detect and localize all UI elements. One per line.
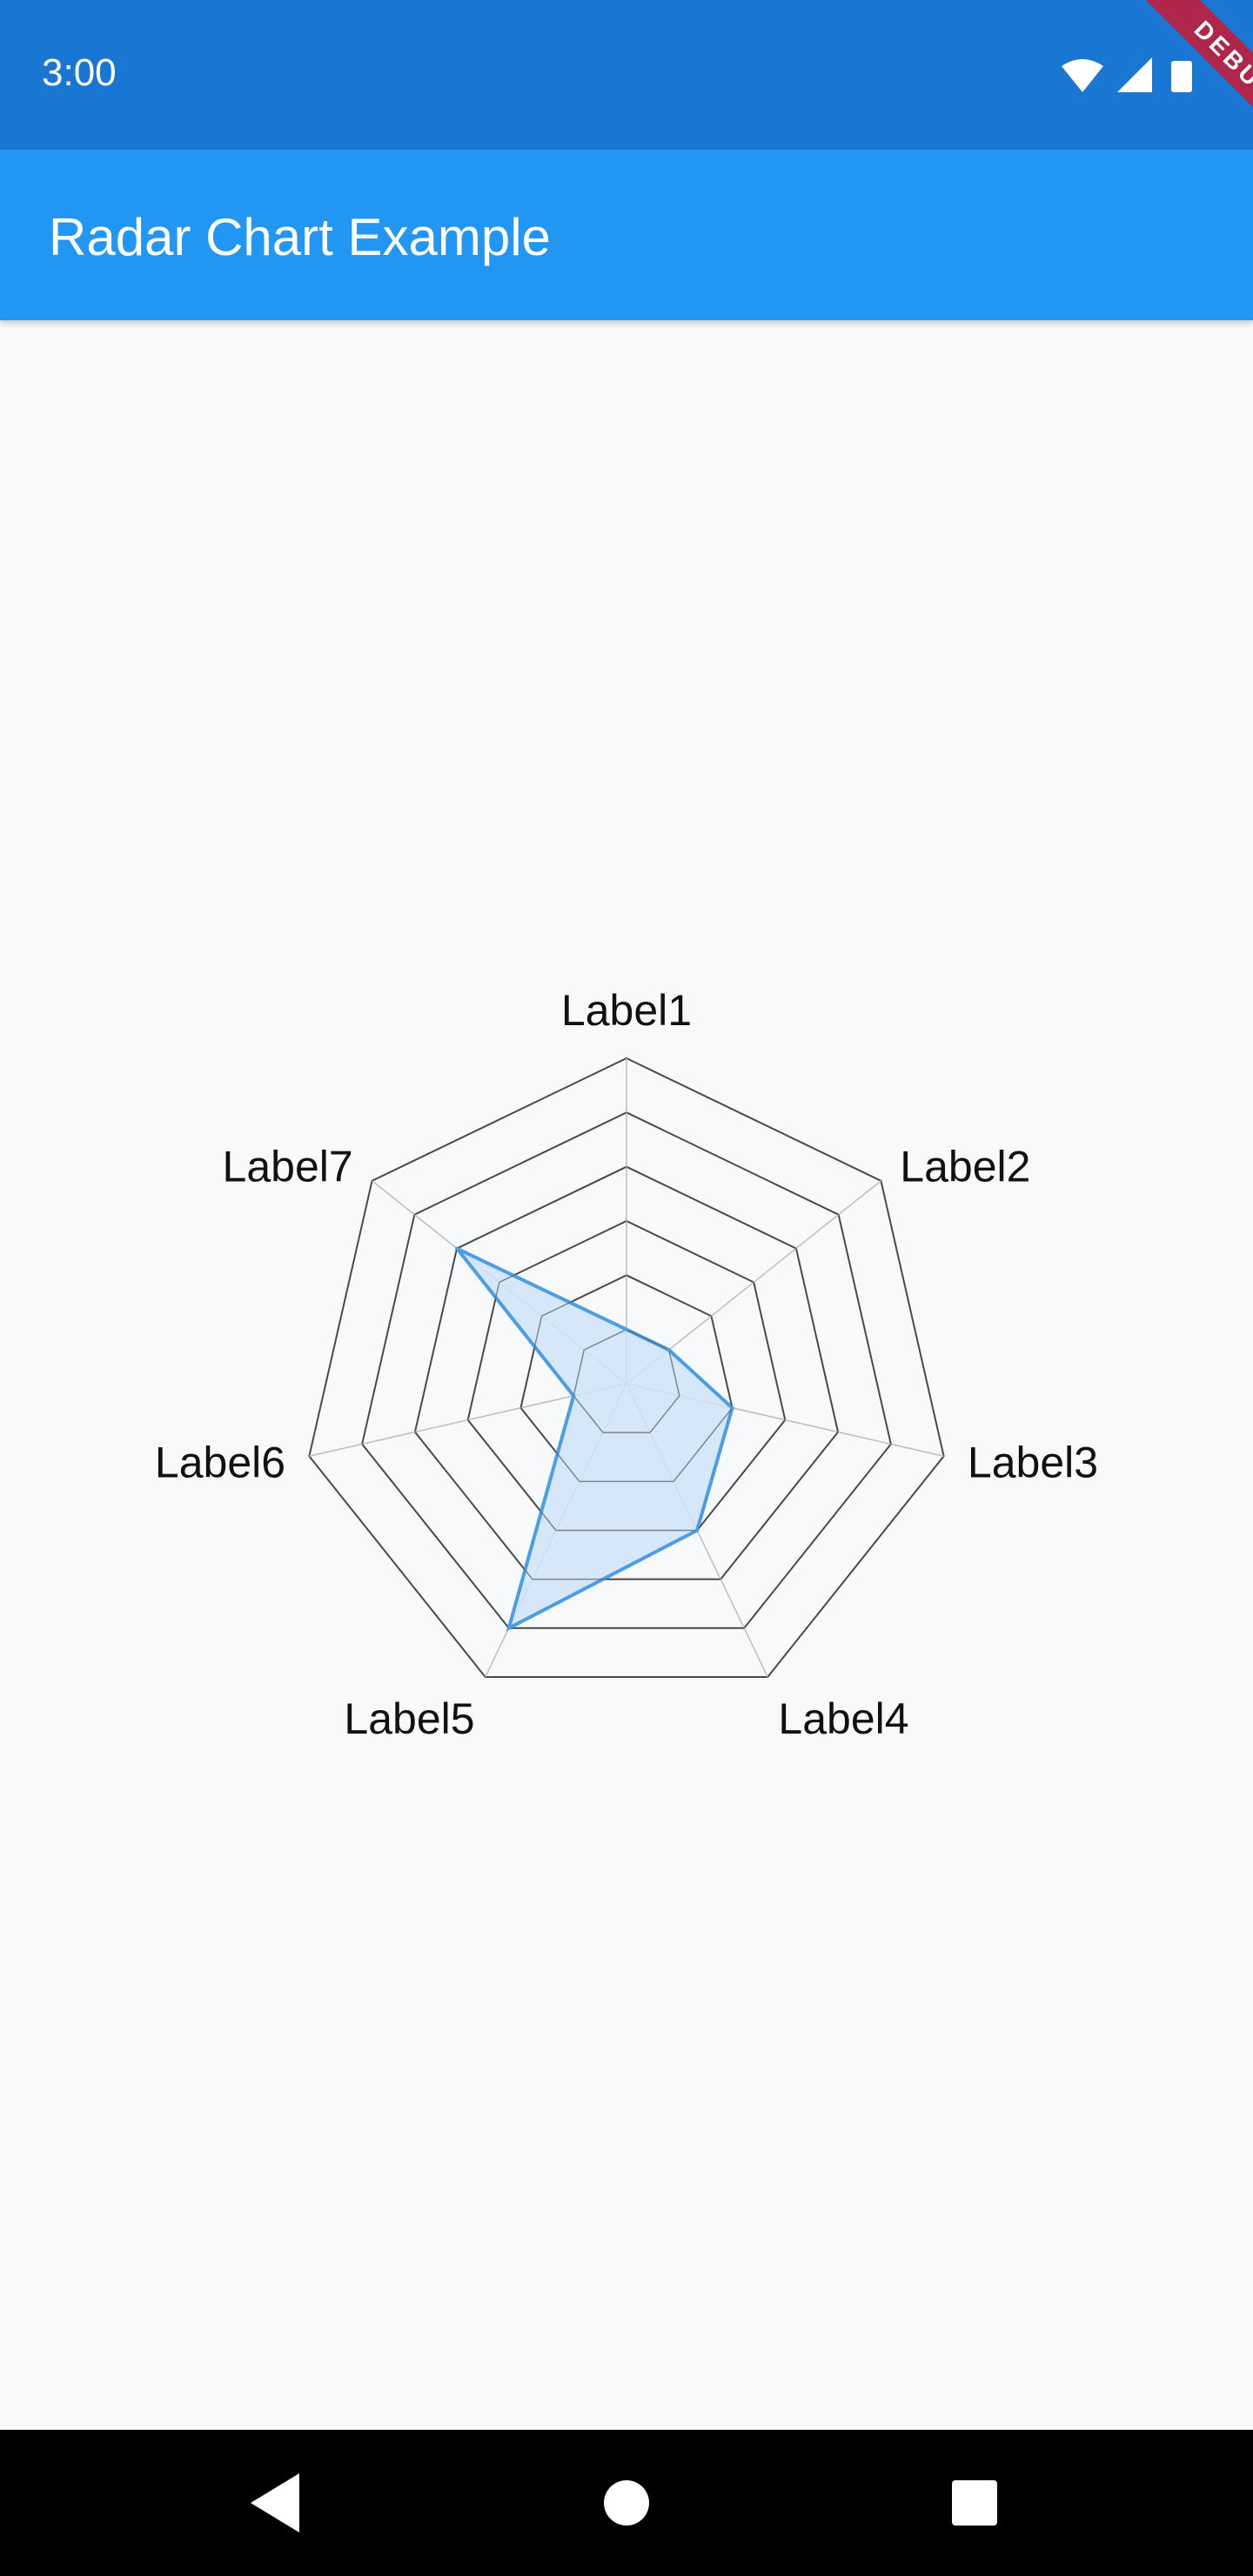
wifi-icon [1062,59,1103,92]
radar-label-6: Label6 [155,1438,285,1486]
status-bar: 3:00 [0,0,1253,150]
radar-point-7 [455,1246,459,1251]
radar-label-2: Label2 [900,1142,1030,1191]
navigation-bar [0,2430,1253,2576]
page-title: Radar Chart Example [49,208,551,266]
radar-point-5 [506,1626,511,1630]
status-icons [1062,57,1192,92]
radar-point-6 [572,1393,576,1398]
radar-point-1 [625,1327,628,1332]
radar-grid-ring-6 [308,1057,945,1678]
radar-grid-overlay-3 [467,1220,786,1532]
radar-point-2 [667,1348,671,1352]
home-icon[interactable] [588,2465,665,2541]
radar-label-5: Label5 [344,1694,474,1743]
radar-chart: Label1 Label2 Label3 Label4 Label5 Label6 Labe… [155,986,1098,1743]
radar-grid-overlay-4 [414,1166,839,1580]
recents-icon[interactable] [936,2465,1013,2541]
radar-grid-overlay-1 [573,1329,680,1433]
status-time: 3:00 [42,51,117,94]
radar-grid-overlay-5 [361,1111,892,1629]
radar-point-4 [695,1528,700,1533]
radar-grid-overlay-2 [519,1274,734,1482]
radar-label-3: Label3 [968,1438,1098,1486]
signal-icon [1117,57,1152,92]
radar-label-4: Label4 [778,1694,908,1743]
app-bar: Radar Chart Example [0,150,1253,320]
main-content: Label1 Label2 Label3 Label4 Label5 Label6 Labe… [0,320,1253,2430]
radar-point-3 [730,1405,734,1410]
battery-icon [1171,61,1192,92]
back-icon[interactable] [238,2465,315,2541]
radar-label-7: Label7 [223,1142,353,1191]
radar-label-1: Label1 [561,986,692,1035]
